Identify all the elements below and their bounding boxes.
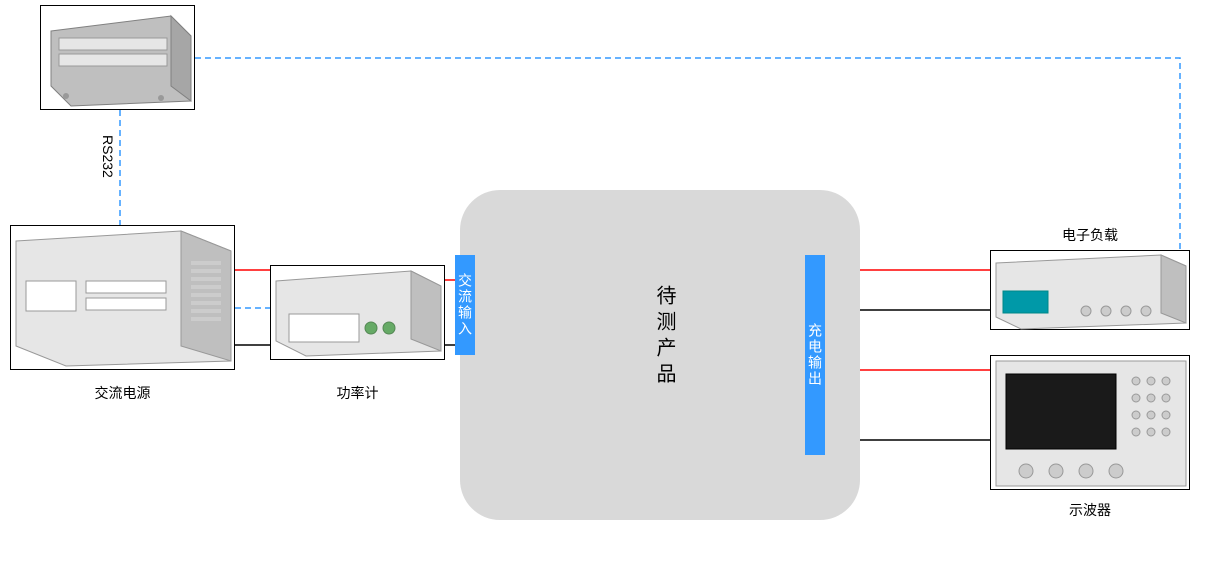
- node-ac-source: [10, 225, 235, 370]
- node-computer: [40, 5, 195, 110]
- e-load-illustration: [991, 251, 1191, 331]
- label-dut: 待测产品: [650, 285, 679, 389]
- power-meter-illustration: [271, 266, 446, 361]
- oscope-illustration: [991, 356, 1191, 491]
- node-oscope: [990, 355, 1190, 490]
- port-ac-in-label: 交流输入: [455, 273, 475, 337]
- port-ac-in: 交流输入: [455, 255, 475, 355]
- label-ac-source: 交流电源: [10, 383, 235, 403]
- label-rs232: RS232: [100, 135, 116, 178]
- port-charge-out-label: 充电输出: [805, 323, 825, 387]
- diagram-stage: 交流电源 功率计 待测产品 交流输入 充电输出 电子负载: [0, 0, 1215, 575]
- label-power-meter: 功率计: [270, 383, 445, 403]
- label-e-load: 电子负载: [990, 225, 1190, 245]
- ac-source-illustration: [11, 226, 236, 371]
- computer-illustration: [41, 6, 196, 111]
- port-charge-out: 充电输出: [805, 255, 825, 455]
- node-power-meter: [270, 265, 445, 360]
- node-e-load: [990, 250, 1190, 330]
- label-oscope: 示波器: [990, 500, 1190, 520]
